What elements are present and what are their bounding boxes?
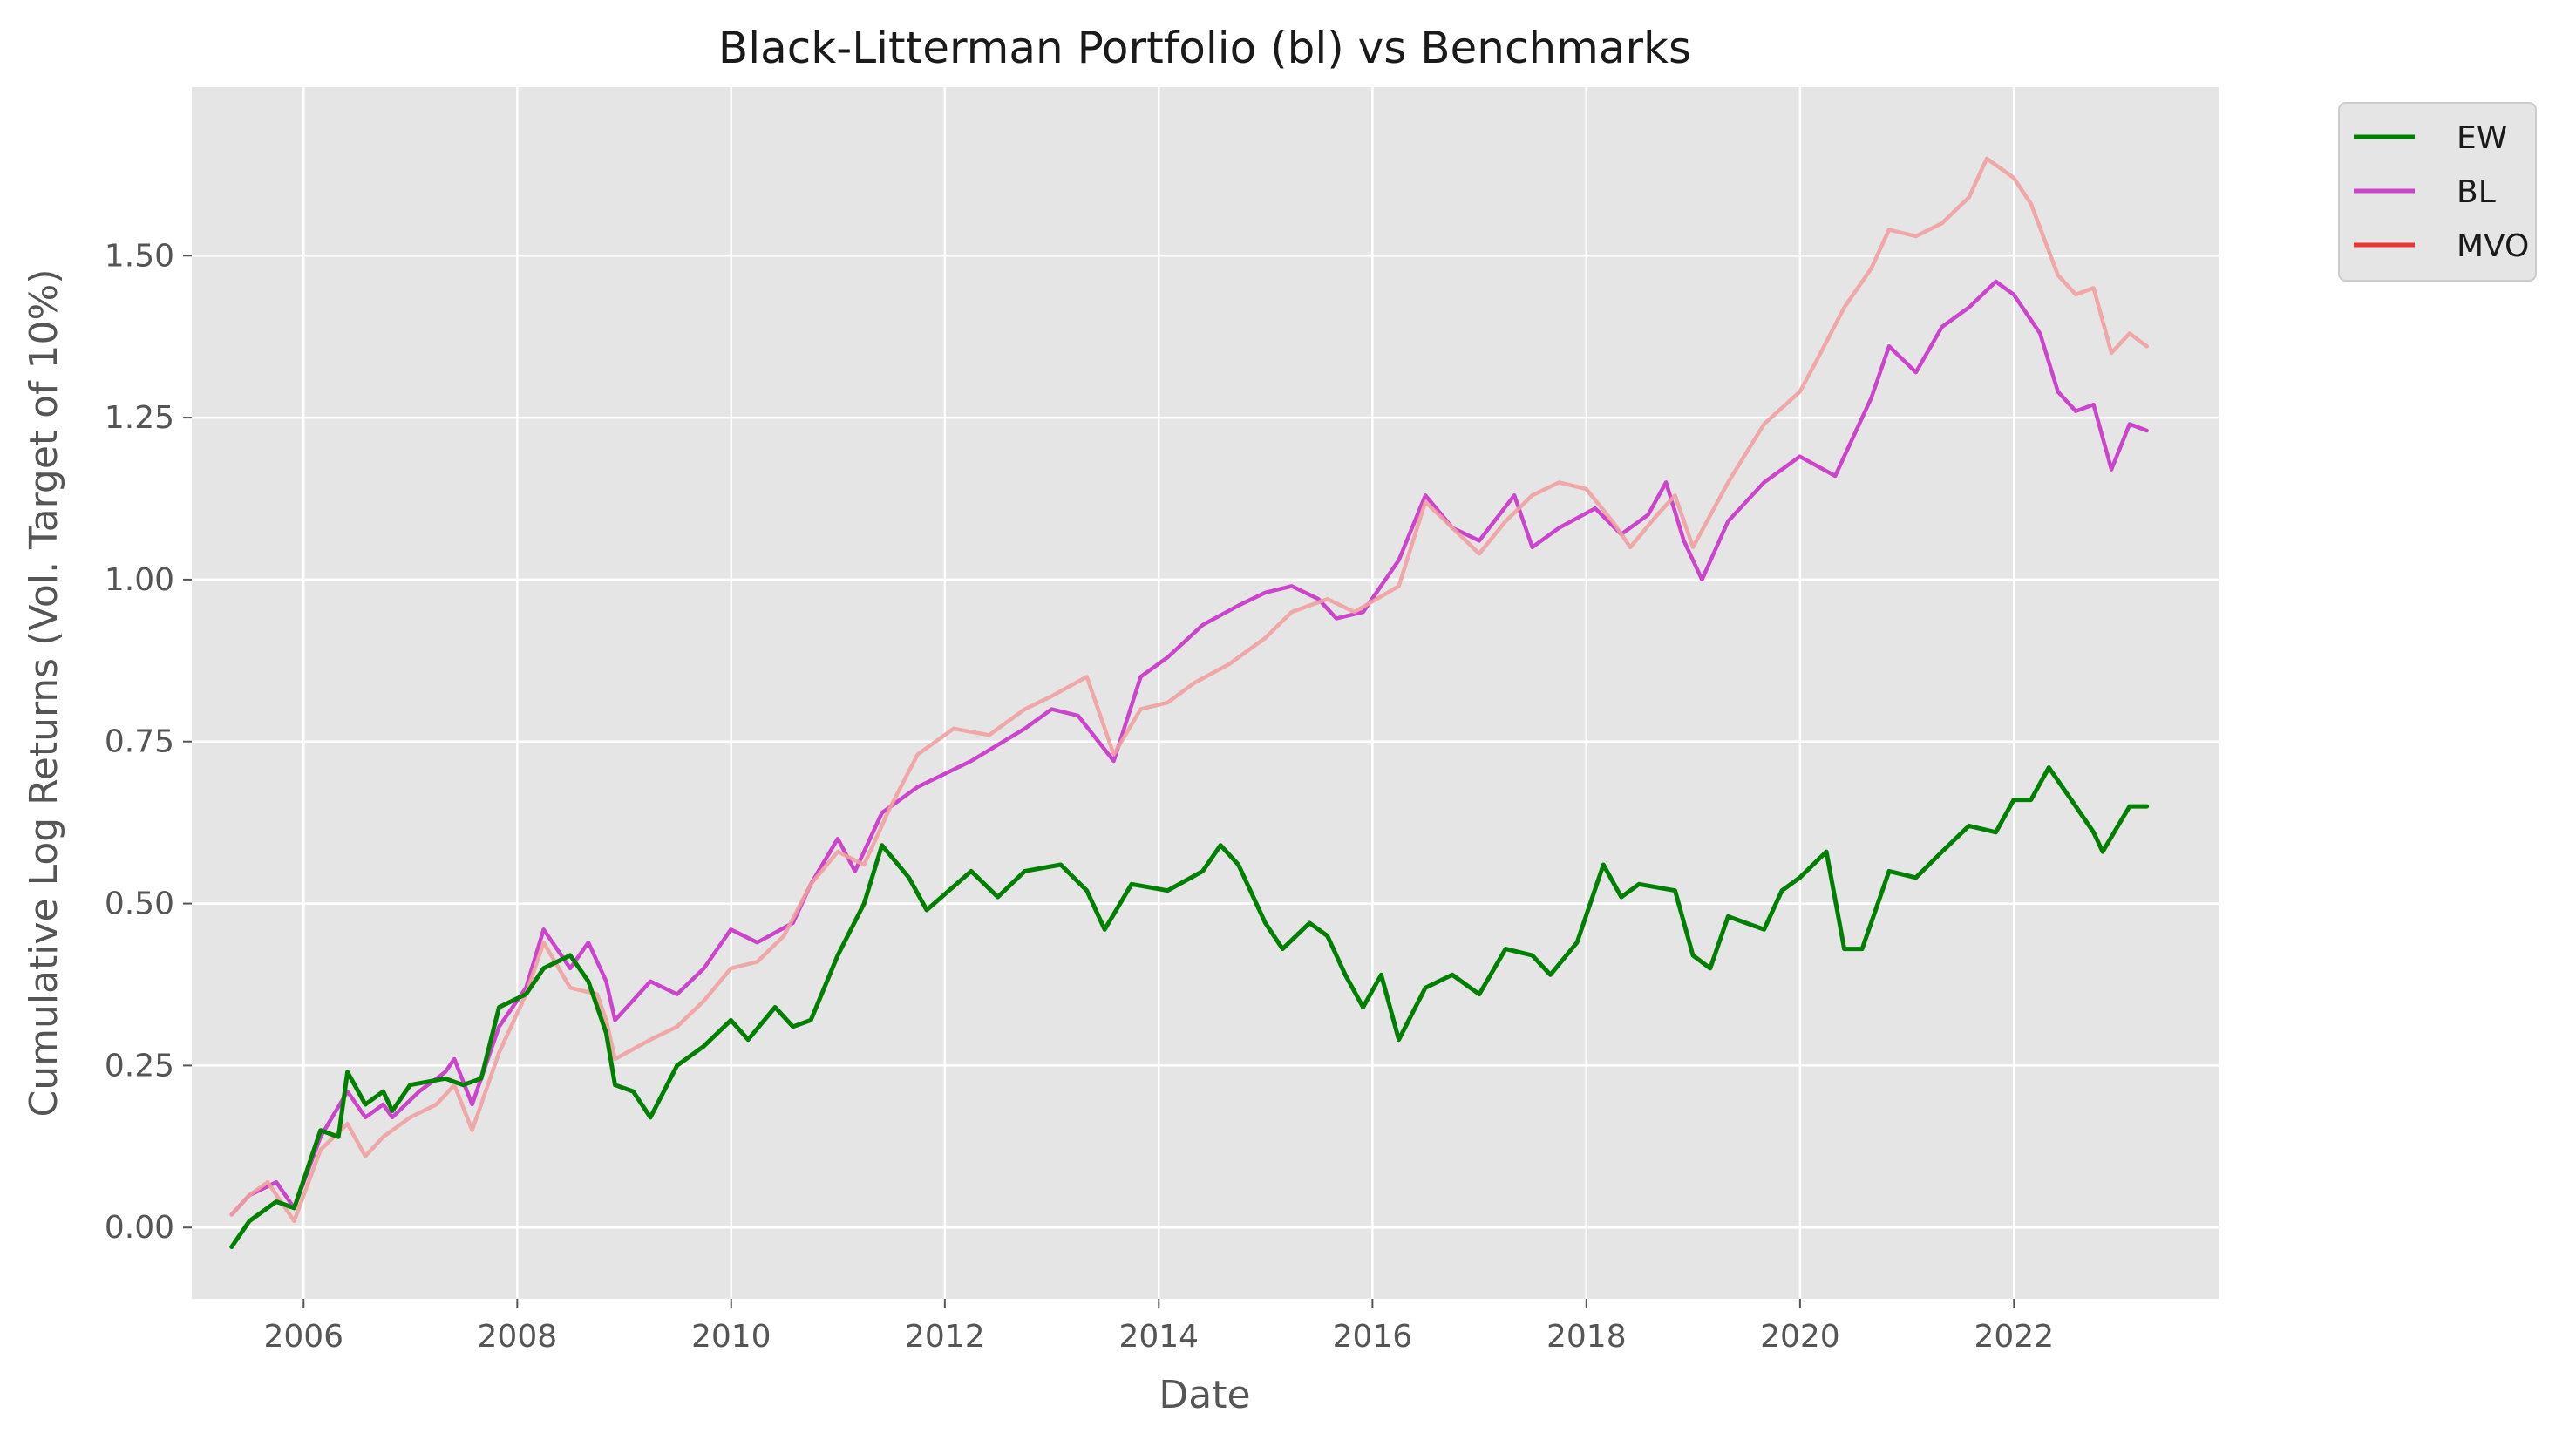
plot-area [192, 87, 2219, 1299]
y-axis-ticks: 0.00 0.25 0.50 0.75 1.00 1.25 1.50 [105, 238, 192, 1246]
series-line-ew [229, 765, 2150, 1249]
y-axis-label: Cumulative Log Returns (Vol. Target of 1… [22, 268, 66, 1117]
x-tick-label: 2022 [1974, 1319, 2055, 1355]
legend-label-ew: EW [2457, 120, 2507, 156]
x-tick-label: 2006 [263, 1319, 343, 1355]
legend-label-mvo: MVO [2457, 228, 2529, 264]
x-axis-ticks: 2006 2008 2010 2012 2014 2016 2018 2020 2022 [263, 1299, 2054, 1355]
x-axis-label: Date [1159, 1373, 1250, 1417]
y-tick-label: 1.25 [105, 400, 174, 436]
x-tick-label: 2016 [1333, 1319, 1413, 1355]
grid-lines [192, 87, 2219, 1299]
x-tick-label: 2012 [905, 1319, 985, 1355]
y-tick-label: 0.25 [105, 1048, 174, 1083]
series-line-mvo [229, 156, 2149, 1224]
y-tick-label: 0.00 [105, 1210, 174, 1246]
legend-box [2338, 102, 2537, 282]
x-tick-label: 2008 [478, 1319, 558, 1355]
chart-title: Black-Litterman Portfolio (bl) vs Benchm… [718, 23, 1691, 73]
legend: EW BL MVO [2338, 102, 2537, 282]
x-tick-label: 2020 [1760, 1319, 1840, 1355]
series-lines [229, 156, 2150, 1249]
x-tick-label: 2014 [1118, 1319, 1199, 1355]
y-tick-label: 1.00 [105, 562, 174, 598]
y-tick-label: 1.50 [105, 238, 174, 274]
y-tick-label: 0.50 [105, 886, 174, 922]
series-line-bl [229, 279, 2149, 1217]
x-tick-label: 2018 [1546, 1319, 1627, 1355]
y-tick-label: 0.75 [105, 724, 174, 760]
x-tick-label: 2010 [691, 1319, 771, 1355]
legend-label-bl: BL [2457, 174, 2496, 210]
